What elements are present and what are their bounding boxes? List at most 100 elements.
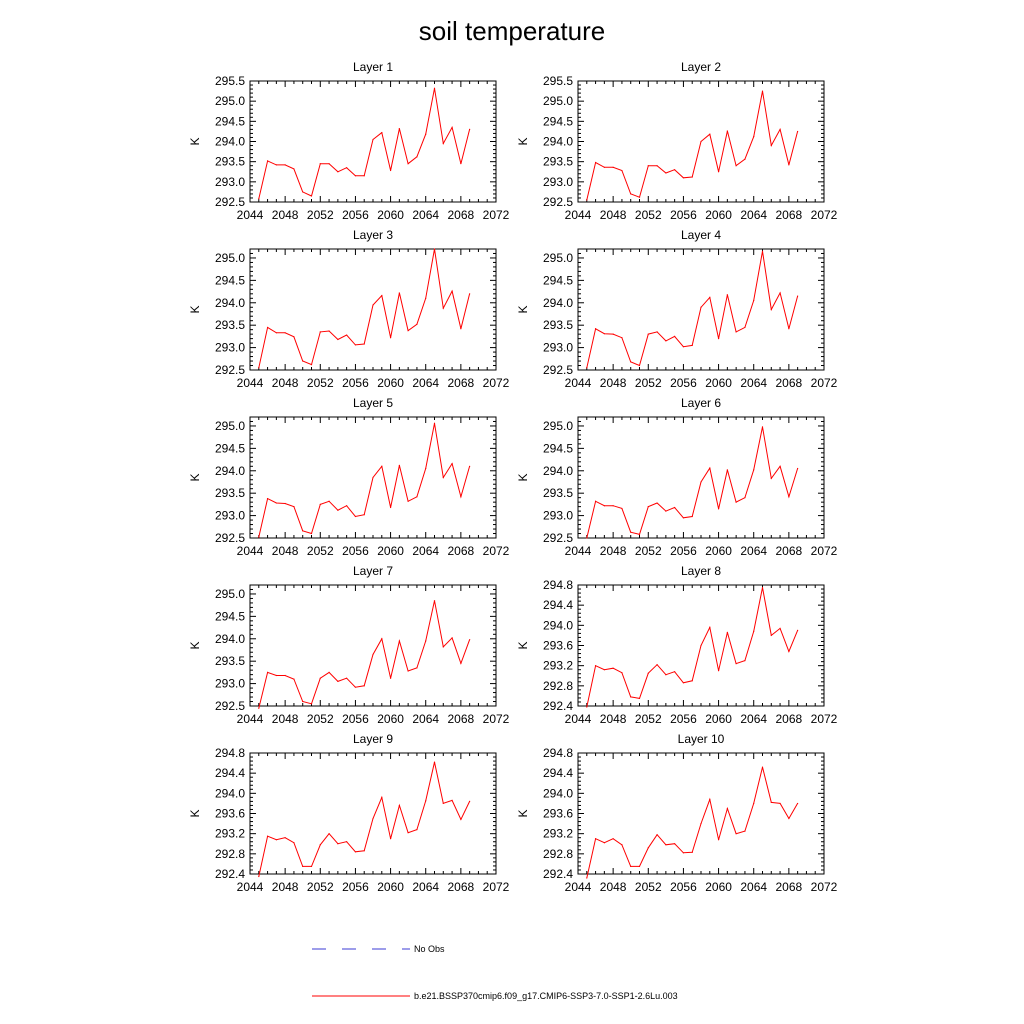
data-point [735,663,737,665]
y-tick-label: 292.8 [543,679,573,693]
y-tick-label: 294.4 [543,598,573,612]
panel-2: Layer 2 K 2044 2048 2052 2056 2060 2064 2068 2072… [516,60,837,222]
data-point [770,144,772,147]
data-point [389,838,392,840]
y-axis-label: K [516,641,530,649]
plot-frame [249,752,497,875]
data-point [674,169,676,171]
data-point [442,646,444,648]
data-point [398,640,400,642]
data-point [346,841,348,843]
x-tick-label: 2064 [740,544,767,558]
data-point [407,500,409,502]
panel-1: Layer 1 K 2044 2048 2052 2056 2060 2064 2068 2072… [188,60,509,222]
data-point [372,138,374,141]
series-line [586,91,799,201]
panel-9: Layer 9 K 2044 2048 2052 2056 2060 2064 2068 2072… [188,732,509,894]
x-tick-label: 2072 [483,208,510,222]
data-point [302,530,304,532]
series-line [258,88,471,199]
data-point [451,290,453,292]
data-point [621,844,623,846]
data-point [354,686,357,688]
y-tick-label: 293.5 [543,318,573,332]
data-point [594,328,597,330]
x-tick-label: 2052 [635,544,662,558]
data-point [682,517,685,519]
x-tick-label: 2048 [272,376,299,390]
y-tick-label: 293.5 [215,318,245,332]
y-tick-label: 292.5 [543,195,573,209]
x-tick-label: 2056 [342,544,369,558]
data-point [284,502,286,505]
y-tick-label: 292.5 [215,363,245,377]
data-point [735,833,737,835]
data-point [603,842,605,844]
x-tick-label: 2060 [705,880,732,894]
data-point [302,865,304,868]
data-point [346,677,348,679]
y-axis-label: K [188,641,202,649]
data-point [460,662,462,665]
data-point [363,514,365,516]
x-tick-label: 2044 [237,376,264,390]
data-point [700,481,702,483]
data-point [372,653,374,656]
x-tick-label: 2068 [776,712,803,726]
data-point [346,167,348,169]
y-tick-label: 294.0 [543,464,573,478]
y-tick-label: 292.5 [215,195,245,209]
panel-grid: Layer 1 K 2044 2048 2052 2056 2060 2064 2068 2072… [188,60,837,894]
data-point [761,426,764,428]
data-point [337,680,339,682]
data-point [293,336,295,338]
y-tick-label: 293.2 [543,827,573,841]
data-point [460,328,462,330]
x-tick-label: 2056 [670,376,697,390]
series-line [586,587,799,708]
data-point [717,839,720,841]
x-tick-label: 2068 [776,544,803,558]
data-point [630,193,632,195]
data-point [744,660,746,662]
x-tick-label: 2044 [565,208,592,222]
x-tick-label: 2056 [342,208,369,222]
x-tick-label: 2044 [565,544,592,558]
data-point [647,847,649,849]
panel-5: Layer 5 K 2044 2048 2052 2056 2060 2064 2068 2072… [188,396,509,558]
y-tick-label: 295.0 [215,94,245,108]
data-point [372,476,374,479]
data-point [302,700,304,703]
x-tick-label: 2052 [307,880,334,894]
data-point [328,330,330,332]
data-point [337,509,339,511]
data-point [709,296,711,298]
data-point [381,796,383,798]
panel-title: Layer 1 [353,60,393,74]
data-point [788,650,790,653]
y-tick-label: 294.8 [543,746,573,760]
data-point [674,335,676,337]
data-point [319,677,321,679]
data-point [779,802,781,805]
data-point [425,640,427,642]
x-tick-label: 2072 [811,880,838,894]
x-tick-label: 2068 [448,376,475,390]
data-point [726,631,728,633]
y-axis-label: K [516,305,530,313]
y-tick-label: 293.6 [543,807,573,821]
series-line [586,426,799,539]
y-tick-label: 294.5 [215,273,245,287]
panel-title: Layer 8 [681,564,721,578]
x-tick-label: 2052 [635,208,662,222]
data-point [266,326,269,329]
data-point [682,682,685,684]
x-tick-label: 2052 [307,376,334,390]
x-tick-label: 2052 [635,880,662,894]
y-tick-label: 294.5 [543,441,573,455]
y-axis-label: K [516,809,530,817]
data-point [797,295,799,297]
data-point [372,817,374,820]
data-point [302,191,304,193]
y-tick-label: 294.0 [543,135,573,149]
